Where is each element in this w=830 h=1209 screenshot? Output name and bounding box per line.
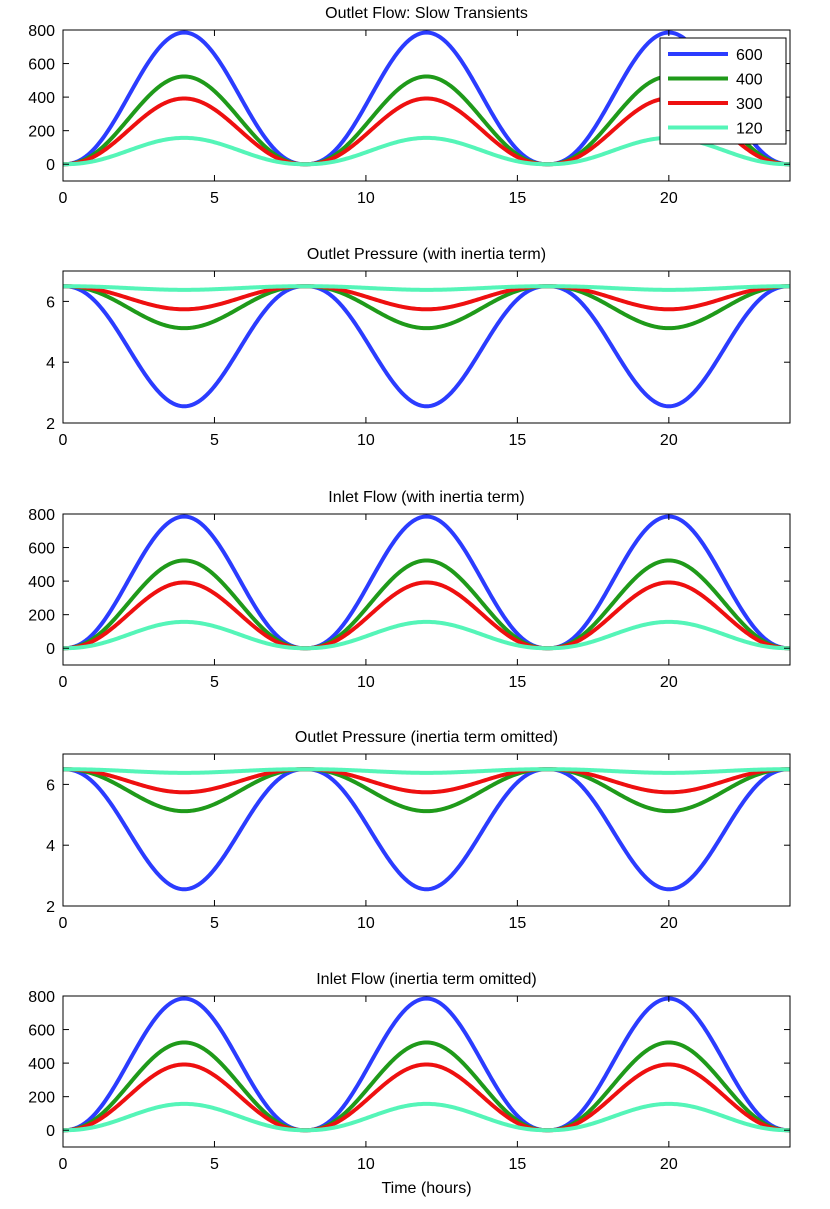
x-tick-label: 15 [508,190,526,207]
x-tick-label: 5 [210,915,219,932]
legend-label: 400 [736,72,763,89]
y-tick-label: 0 [46,641,55,658]
series-line-300 [63,580,790,651]
x-tick-label: 5 [210,432,219,449]
x-tick-label: 10 [357,1156,375,1173]
x-tick-label: 10 [357,432,375,449]
y-tick-label: 600 [28,1023,55,1040]
axes-box [62,995,791,1148]
subplot-2: 0 5 10 15 20 2 4 6 Outlet Pressure (with inertia… [46,246,791,449]
x-tick-label: 15 [508,1156,526,1173]
x-tick-label: 20 [660,432,678,449]
chart-title: Outlet Pressure (with inertia term) [307,246,546,263]
y-tick-label: 400 [28,90,55,107]
chart-title: Outlet Pressure (inertia term omitted) [295,729,558,746]
y-tick-label: 2 [46,416,55,433]
plot-area [63,514,790,665]
x-tick-label: 15 [508,432,526,449]
y-tick-label: 6 [46,294,55,311]
y-tick-label: 200 [28,1090,55,1107]
y-tick-label: 800 [28,507,55,524]
x-tick-label: 10 [357,190,375,207]
y-tick-label: 600 [28,57,55,74]
legend: 600 400 300 120 [659,37,787,145]
axes-box [62,753,791,907]
y-tick-label: 0 [46,1123,55,1140]
series-line-300 [63,284,790,312]
series-line-600 [63,767,790,892]
series-line-300 [63,767,790,795]
x-tick-label: 15 [508,674,526,691]
x-tick-label: 0 [59,190,68,207]
series-line-120 [63,284,790,292]
x-axis-label: Time (hours) [381,1180,471,1197]
chart-title: Inlet Flow (with inertia term) [328,489,525,506]
chart-title: Outlet Flow: Slow Transients [325,5,528,22]
plot-area [63,754,790,906]
y-tick-label: 600 [28,541,55,558]
x-tick-label: 0 [59,915,68,932]
x-tick-label: 20 [660,1156,678,1173]
x-tick-label: 0 [59,1156,68,1173]
x-tick-label: 5 [210,674,219,691]
x-tick-label: 20 [660,915,678,932]
x-tick-label: 10 [357,915,375,932]
y-tick-label: 800 [28,23,55,40]
series-line-120 [63,619,790,651]
x-tick-label: 5 [210,190,219,207]
x-tick-label: 0 [59,674,68,691]
series-line-600 [63,284,790,409]
axes-box [62,513,791,666]
legend-label: 300 [736,96,763,113]
plot-area [63,996,790,1147]
y-tick-label: 2 [46,899,55,916]
x-tick-label: 20 [660,674,678,691]
series-line-120 [63,767,790,775]
y-tick-label: 200 [28,608,55,625]
x-tick-label: 10 [357,674,375,691]
chart-title: Inlet Flow (inertia term omitted) [316,971,537,988]
x-tick-label: 20 [660,190,678,207]
series-line-300 [63,1062,790,1133]
x-tick-label: 15 [508,915,526,932]
legend-label: 120 [736,121,763,138]
y-tick-label: 400 [28,1056,55,1073]
y-tick-label: 800 [28,989,55,1006]
plot-area [63,271,790,423]
y-tick-label: 200 [28,124,55,141]
y-tick-label: 6 [46,777,55,794]
y-tick-label: 4 [46,355,55,372]
subplot-4: 0 5 10 15 20 2 4 6 Outlet Pressure (inertia term… [46,729,791,932]
series-line-120 [63,1101,790,1133]
series-line-400 [63,767,790,814]
axes-box [62,270,791,424]
y-tick-label: 0 [46,157,55,174]
series-line-400 [63,284,790,331]
x-tick-label: 5 [210,1156,219,1173]
series-line-400 [63,558,790,651]
y-tick-label: 400 [28,574,55,591]
y-tick-label: 4 [46,838,55,855]
legend-label: 600 [736,47,763,64]
series-line-400 [63,1040,790,1133]
x-tick-label: 0 [59,432,68,449]
axes-box [62,29,791,182]
